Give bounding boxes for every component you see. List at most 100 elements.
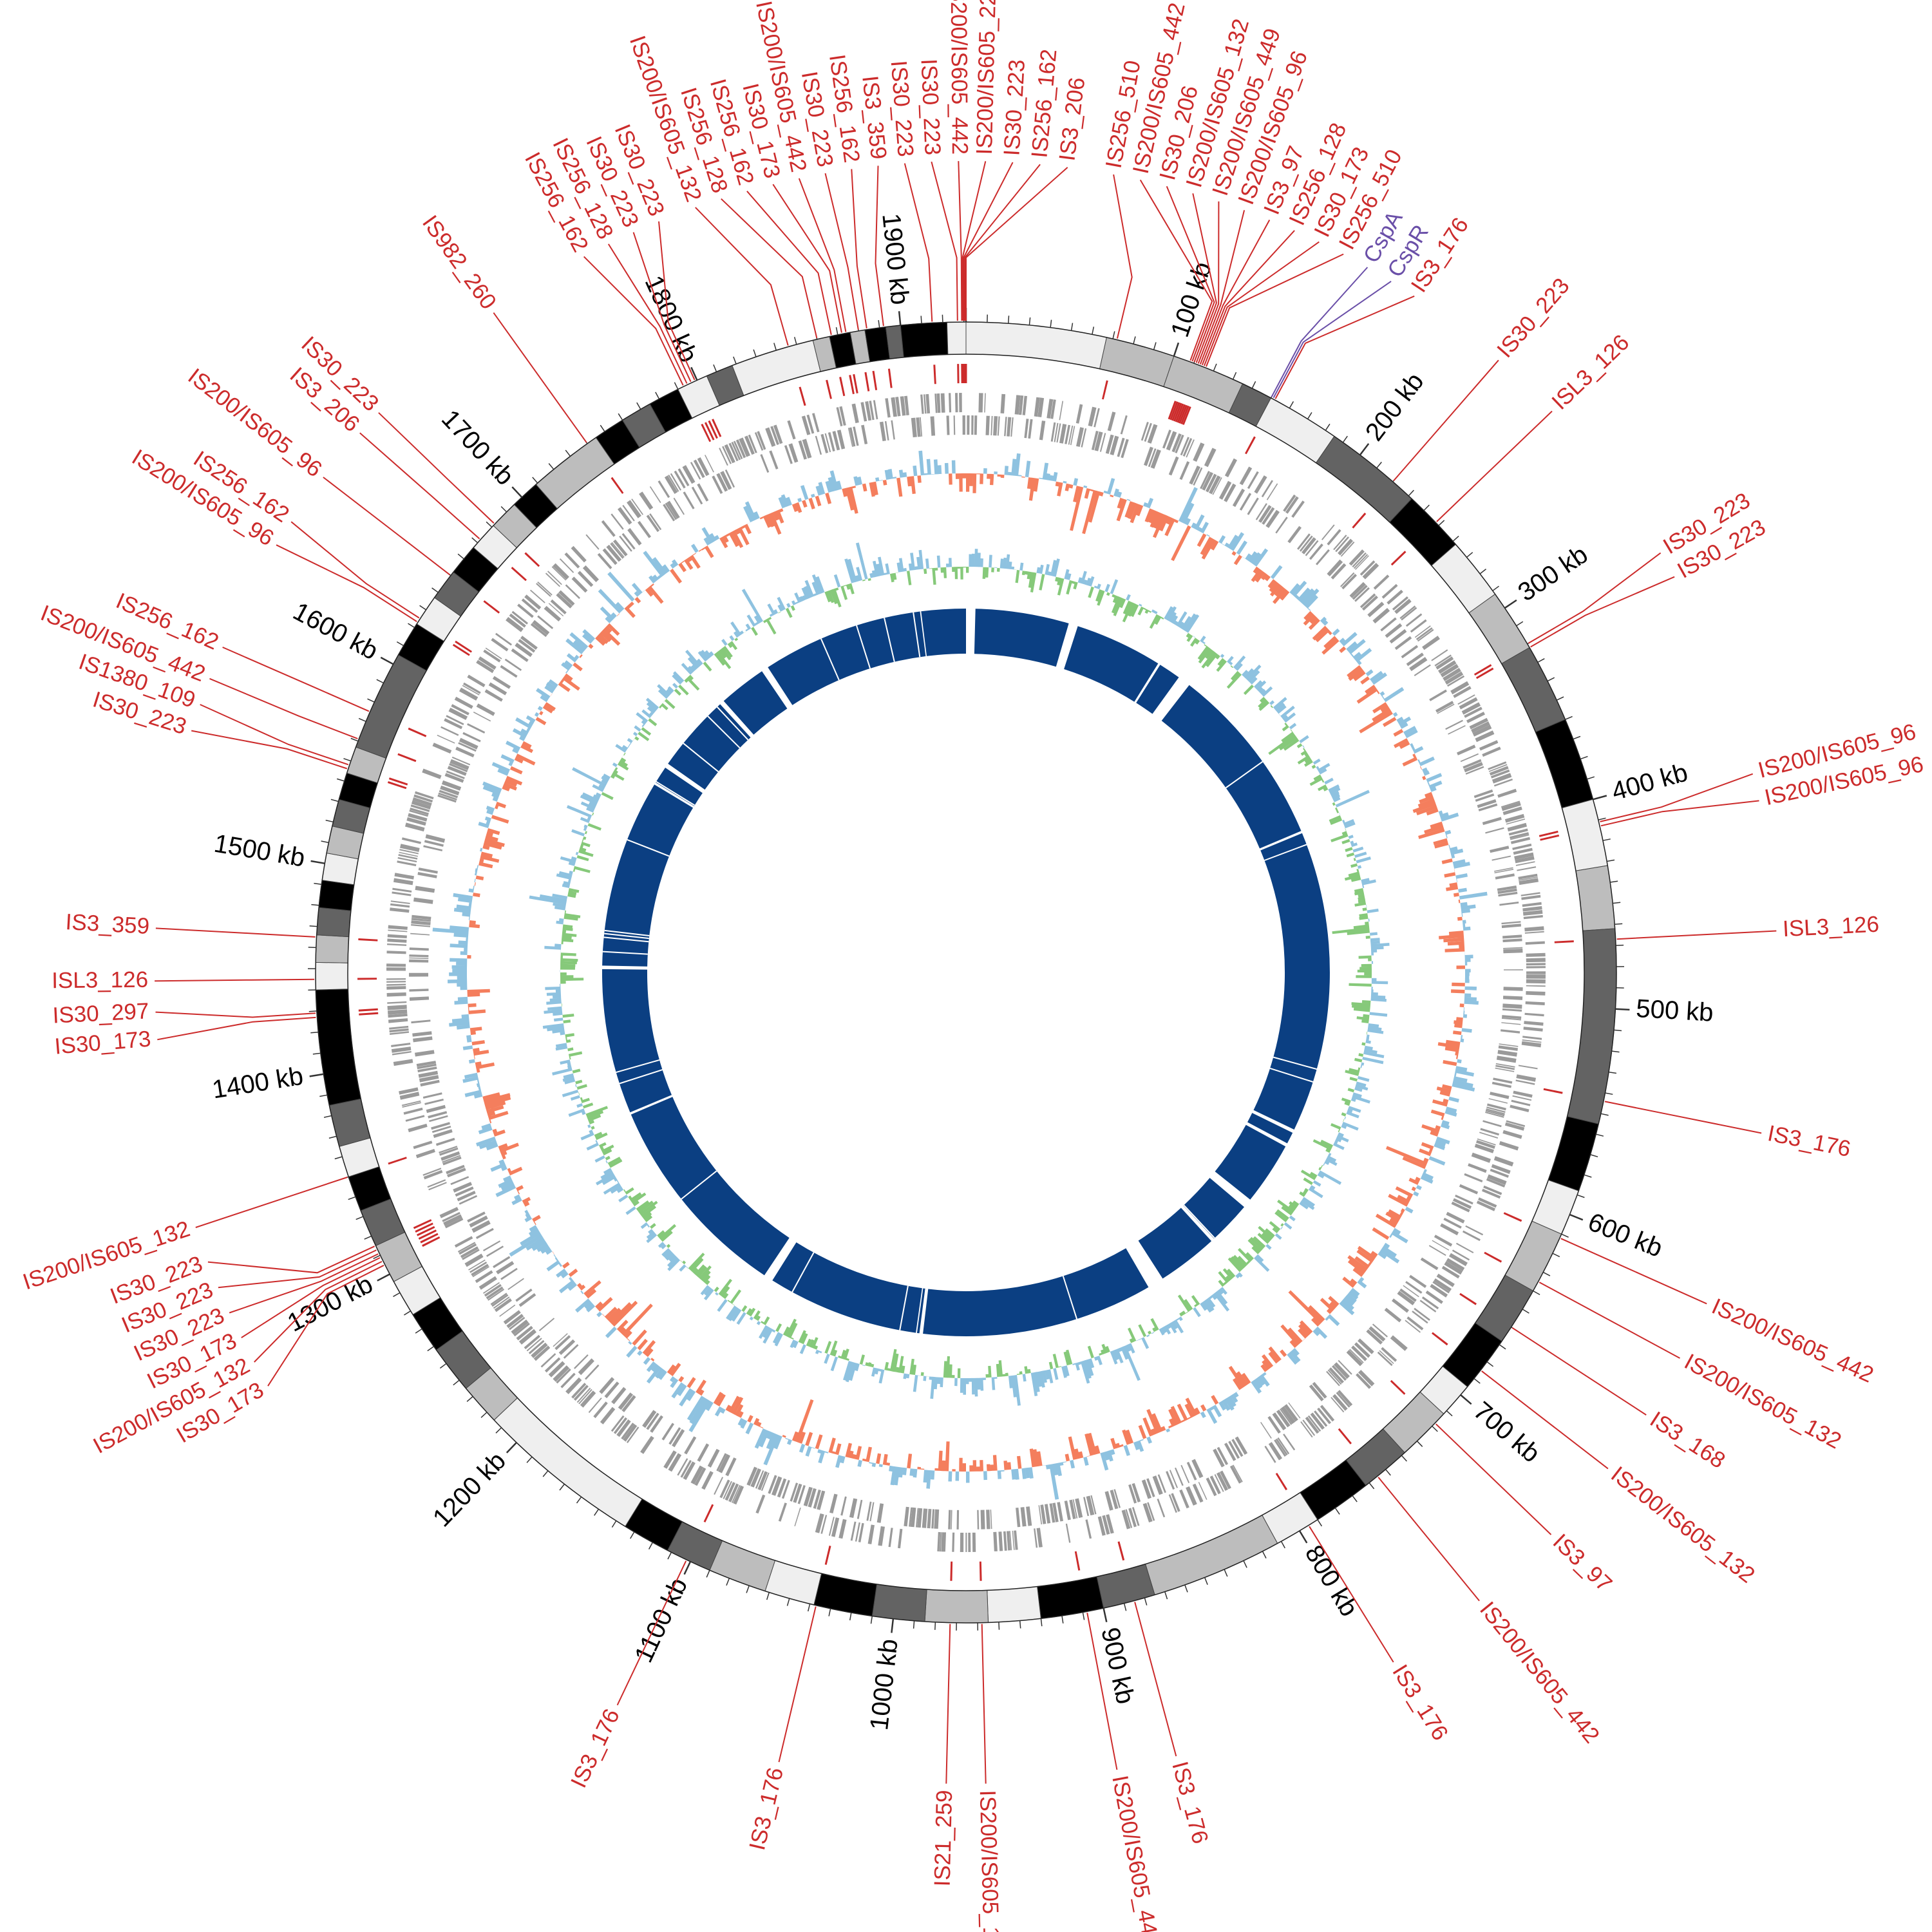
gene-bar xyxy=(422,768,442,779)
minor-tick xyxy=(835,327,838,335)
minor-tick xyxy=(559,1484,565,1491)
gene-bar xyxy=(1334,1362,1350,1379)
gene-bar xyxy=(410,804,430,812)
gene-bar xyxy=(1037,397,1045,417)
ideogram-block xyxy=(316,907,352,938)
minor-tick xyxy=(773,343,777,351)
gene-bar xyxy=(1336,1392,1350,1408)
gene-bar xyxy=(1510,832,1530,839)
gene-bar xyxy=(391,1043,411,1047)
is-element-leader-line xyxy=(200,704,349,766)
major-tick xyxy=(1103,1607,1108,1622)
gene-bar xyxy=(1254,475,1267,494)
gene-bar xyxy=(640,1435,654,1454)
gene-bar xyxy=(836,407,843,427)
gene-bar xyxy=(1490,1092,1510,1099)
gene-bar xyxy=(1495,873,1515,880)
gene-bar xyxy=(475,1227,494,1239)
gene-bar xyxy=(577,571,594,587)
gene-bar xyxy=(613,539,628,556)
gene-bar xyxy=(1503,987,1523,991)
gene-bar xyxy=(1000,393,1006,413)
minor-tick xyxy=(1082,1612,1085,1620)
gene-bar xyxy=(593,1401,608,1419)
gene-bar xyxy=(448,707,468,720)
gene-bar xyxy=(1209,475,1221,495)
minor-tick xyxy=(870,1616,873,1624)
gene-bar xyxy=(934,1509,940,1529)
gene-bar xyxy=(606,544,621,562)
gene-bar xyxy=(794,1507,801,1526)
gene-bar xyxy=(1482,817,1502,826)
minor-tick xyxy=(348,1196,356,1200)
is-element-leader-line xyxy=(931,161,958,321)
contig-block xyxy=(601,969,672,1113)
ideogram-block xyxy=(871,1584,927,1622)
is-element-marker xyxy=(1390,551,1406,566)
gene-bar xyxy=(1488,1098,1508,1104)
gene-bar xyxy=(1076,427,1084,447)
gene-bar xyxy=(1440,1223,1459,1236)
gene-bar xyxy=(1501,1029,1520,1034)
gene-bar xyxy=(1417,629,1434,642)
is-element-label: IS3_176 xyxy=(1765,1121,1853,1162)
minor-tick xyxy=(480,1412,488,1418)
gene-bar xyxy=(1009,1531,1012,1551)
minor-tick xyxy=(611,1520,617,1528)
is-element-marker xyxy=(1503,1212,1522,1222)
gene-bar xyxy=(442,1156,462,1166)
is-element-label: IS3_176 xyxy=(566,1705,625,1792)
is-element-label: IS30_223 xyxy=(916,58,945,155)
gene-bar xyxy=(574,1354,589,1369)
gene-bar xyxy=(397,857,417,863)
gene-bar xyxy=(1206,1477,1217,1497)
gene-bar xyxy=(423,845,443,851)
gene-bar xyxy=(524,1334,540,1350)
gene-bar xyxy=(1390,1335,1408,1351)
gene-bar xyxy=(667,500,680,519)
gene-bar xyxy=(986,1510,990,1530)
gene-bar xyxy=(462,1249,480,1260)
gene-bar xyxy=(492,676,511,689)
gene-bar xyxy=(1464,706,1482,718)
gene-bar xyxy=(618,1392,634,1410)
minor-tick xyxy=(325,819,334,823)
gene-bar xyxy=(1466,712,1485,723)
gene-bar xyxy=(750,1468,761,1488)
csp-gene-leader-line xyxy=(1271,267,1368,397)
gene-bar xyxy=(925,393,931,414)
gene-bar xyxy=(490,1293,507,1305)
gene-bar xyxy=(784,445,793,464)
gene-bar xyxy=(599,1377,615,1394)
is-element-marker xyxy=(524,552,540,567)
gene-bar xyxy=(1024,419,1029,439)
gene-bar xyxy=(1522,1036,1542,1040)
gene-bar xyxy=(1275,516,1288,534)
gene-bar xyxy=(904,395,909,415)
gene-bar xyxy=(1449,1253,1468,1267)
gene-bar xyxy=(475,1270,493,1283)
gene-bar xyxy=(1399,1288,1417,1302)
gene-bar xyxy=(697,483,709,502)
is-element-leader-line xyxy=(254,1261,383,1363)
is-element-leader-line xyxy=(157,1016,316,1041)
scale-tick-label: 700 kb xyxy=(1468,1396,1546,1468)
is-element-marker xyxy=(455,640,472,653)
is-element-leader-line xyxy=(378,412,495,524)
gene-bar xyxy=(564,552,580,569)
gene-bar xyxy=(1050,422,1056,442)
gene-bar xyxy=(571,1383,587,1399)
gene-bar xyxy=(1524,1012,1544,1017)
gene-bar xyxy=(386,981,406,983)
gene-bar xyxy=(1320,1405,1335,1422)
gene-bar xyxy=(400,844,420,852)
is-element-leader-line xyxy=(964,164,1041,321)
gene-bar xyxy=(984,393,986,413)
gene-bar xyxy=(627,527,642,545)
gene-bar xyxy=(1148,448,1157,468)
gene-bar xyxy=(439,1147,459,1156)
gene-bar xyxy=(390,907,410,913)
ideogram-block xyxy=(493,1397,643,1527)
gene-bar xyxy=(560,1372,576,1388)
major-tick xyxy=(1359,443,1370,456)
